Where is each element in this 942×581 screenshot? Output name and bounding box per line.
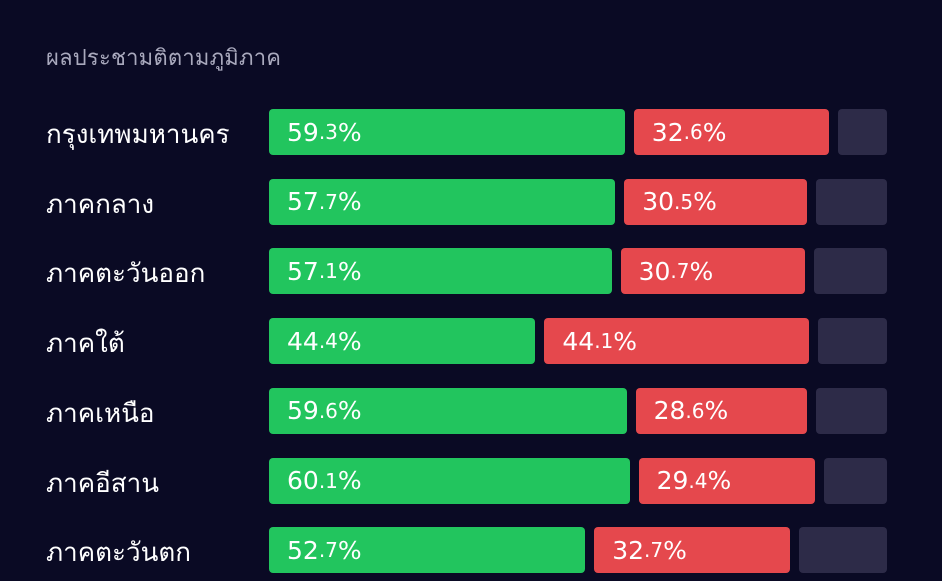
value-label-decimal: .5 (674, 189, 694, 214)
other-bar (838, 109, 887, 155)
value-label-percent: % (337, 466, 362, 495)
value-label-integer: 44 (287, 326, 319, 356)
value-label-integer: 29 (656, 466, 689, 495)
yes-bar: 59.3% (269, 109, 625, 155)
value-label-integer: 30 (638, 256, 671, 286)
yes-bar: 57.7% (269, 178, 616, 225)
no-bar: 32.6% (633, 109, 830, 155)
value-label-percent: % (702, 117, 727, 147)
other-bar (813, 248, 887, 295)
value-label-integer: 28 (653, 396, 686, 426)
value-label-integer: 60 (287, 466, 319, 495)
value-label-percent: % (337, 396, 362, 426)
other-bar (824, 457, 887, 504)
no-bar: 28.6% (635, 387, 808, 434)
value-label-percent: % (693, 187, 717, 217)
value-label-decimal: .7 (318, 189, 338, 214)
value-label-percent: % (707, 466, 732, 495)
value-label-decimal: .7 (670, 259, 690, 284)
chart-row: ภาคอีสาน 60.1% 29.4% (0, 457, 942, 504)
other-bar (799, 527, 887, 574)
region-label: ภาคอีสาน (46, 468, 159, 499)
value-label-percent: % (337, 535, 362, 565)
value-label-decimal: .4 (318, 329, 338, 354)
yes-bar: 57.1% (269, 248, 612, 295)
value-label-percent: % (704, 396, 729, 426)
value-label-percent: % (663, 535, 687, 565)
value-label-percent: % (337, 256, 362, 286)
chart-row: ภาคกลาง 57.7% 30.5% (0, 178, 942, 225)
other-bar (816, 178, 887, 225)
value-label-percent: % (337, 326, 362, 356)
chart-row: ภาคตะวันออก 57.1% 30.7% (0, 248, 942, 295)
region-label: ภาคตะวันออก (46, 259, 206, 290)
value-label-percent: % (689, 256, 714, 286)
no-bar: 29.4% (638, 457, 815, 504)
region-label: ภาคเหนือ (46, 398, 155, 429)
chart-row: ภาคใต้ 44.4% 44.1% (0, 318, 942, 365)
value-label-integer: 32 (612, 535, 644, 565)
yes-bar: 44.4% (269, 318, 536, 365)
no-bar: 32.7% (594, 527, 791, 574)
value-label-decimal: .1 (594, 329, 614, 354)
value-label-decimal: .1 (318, 468, 338, 493)
value-label-integer: 59 (287, 117, 319, 147)
region-label: ภาคกลาง (46, 189, 155, 220)
region-label: กรุงเทพมหานคร (46, 120, 230, 150)
value-label-percent: % (337, 117, 362, 147)
value-label-percent: % (337, 187, 362, 217)
value-label-decimal: .7 (644, 538, 664, 563)
yes-bar: 59.6% (269, 387, 627, 434)
value-label-integer: 32 (651, 117, 684, 147)
value-label-integer: 44 (562, 326, 595, 356)
yes-bar: 52.7% (269, 527, 586, 574)
value-label-decimal: .1 (318, 259, 338, 284)
value-label-decimal: .6 (318, 398, 338, 423)
value-label-decimal: .3 (318, 120, 338, 144)
no-bar: 30.7% (620, 248, 805, 295)
region-label: ภาคใต้ (46, 329, 125, 360)
value-label-percent: % (613, 326, 638, 356)
no-bar: 30.5% (624, 178, 808, 225)
value-label-decimal: .4 (688, 468, 708, 493)
other-bar (818, 318, 887, 365)
value-label-decimal: .6 (683, 120, 703, 144)
other-bar (816, 387, 887, 434)
value-label-integer: 57 (287, 187, 319, 217)
value-label-integer: 59 (287, 396, 319, 426)
value-label-integer: 52 (287, 535, 319, 565)
no-bar: 44.1% (544, 318, 809, 365)
value-label-decimal: .6 (685, 398, 705, 423)
chart-title: ผลประชามติตามภูมิภาค (46, 46, 282, 71)
value-label-integer: 30 (642, 187, 674, 217)
value-label-integer: 57 (287, 256, 319, 286)
chart-row: กรุงเทพมหานคร 59.3% 32.6% (0, 109, 942, 155)
region-label: ภาคตะวันตก (46, 538, 191, 569)
chart-row: ภาคตะวันตก 52.7% 32.7% (0, 527, 942, 574)
chart-row: ภาคเหนือ 59.6% 28.6% (0, 387, 942, 434)
yes-bar: 60.1% (269, 457, 630, 504)
value-label-decimal: .7 (318, 538, 338, 563)
